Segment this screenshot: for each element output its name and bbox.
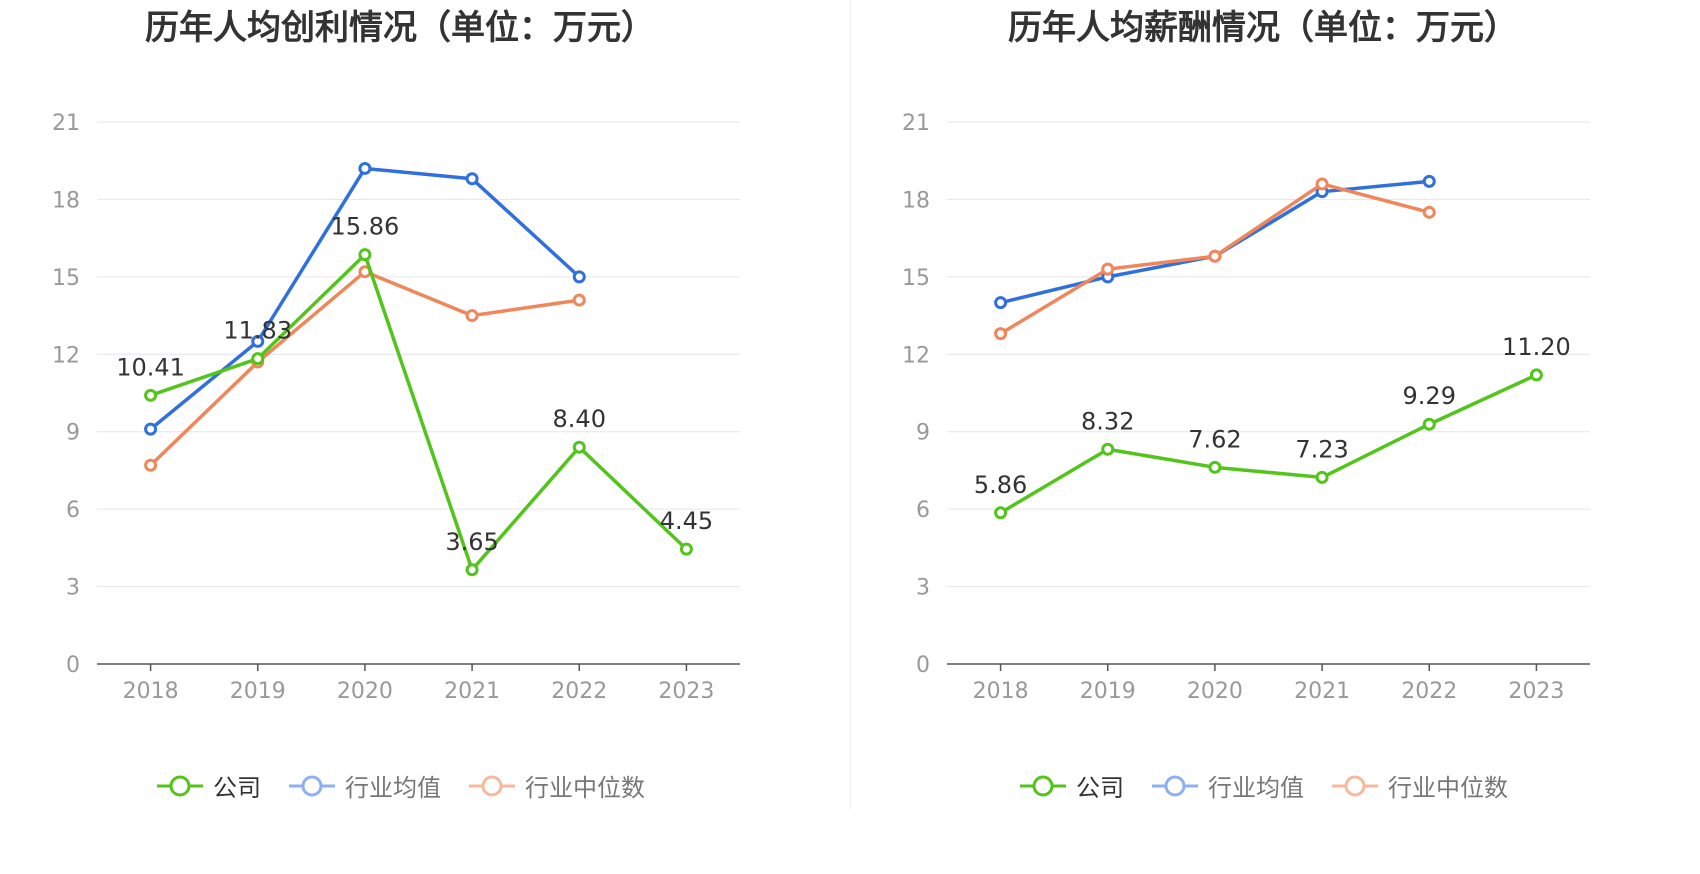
data-label: 3.65 <box>445 528 498 556</box>
x-tick-label: 2020 <box>337 679 393 704</box>
x-tick-label: 2023 <box>658 679 714 704</box>
data-point[interactable] <box>1315 177 1329 191</box>
data-label: 10.41 <box>116 353 185 381</box>
data-label: 7.23 <box>1295 435 1348 463</box>
x-tick-label: 2018 <box>123 679 179 704</box>
y-tick-label: 9 <box>916 421 930 446</box>
legend-item-industry-average[interactable]: 行业均值 <box>287 768 441 803</box>
y-tick-label: 15 <box>52 266 80 291</box>
chart-title: 历年人均薪酬情况（单位：万元） <box>1008 8 1518 48</box>
data-point[interactable] <box>144 422 158 436</box>
legend-item-industry-median[interactable]: 行业中位数 <box>467 768 645 803</box>
legend-line-circle-icon <box>1332 775 1378 796</box>
data-point[interactable] <box>1101 262 1115 276</box>
x-tick-label: 2019 <box>1080 679 1136 704</box>
data-label: 4.45 <box>660 507 713 535</box>
data-label: 11.20 <box>1502 333 1571 361</box>
data-point[interactable] <box>994 327 1008 341</box>
data-point[interactable] <box>572 293 586 307</box>
data-label: 8.32 <box>1081 407 1134 435</box>
data-point[interactable] <box>572 270 586 284</box>
data-point[interactable] <box>144 388 158 402</box>
y-tick-label: 18 <box>902 188 930 213</box>
legend: 公司 行业均值 行业中位数 <box>838 768 1688 803</box>
x-tick-label: 2023 <box>1508 679 1564 704</box>
data-point[interactable] <box>1315 470 1329 484</box>
data-point[interactable] <box>144 458 158 472</box>
data-label: 5.86 <box>974 471 1027 499</box>
data-point[interactable] <box>994 506 1008 520</box>
data-point[interactable] <box>1101 442 1115 456</box>
x-tick-label: 2021 <box>444 679 500 704</box>
y-tick-label: 12 <box>52 343 80 368</box>
x-tick-label: 2021 <box>1294 679 1350 704</box>
legend-item-industry-average[interactable]: 行业均值 <box>1150 768 1304 803</box>
y-tick-label: 21 <box>52 111 80 136</box>
legend-item-company[interactable]: 公司 <box>1018 768 1124 803</box>
y-tick-label: 3 <box>916 576 930 601</box>
x-tick-label: 2019 <box>230 679 286 704</box>
x-tick-label: 2020 <box>1187 679 1243 704</box>
series-line-1 <box>149 166 581 431</box>
data-point[interactable] <box>1422 417 1436 431</box>
legend-label: 行业均值 <box>1208 774 1304 802</box>
legend-label: 公司 <box>1076 774 1124 802</box>
legend-item-industry-median[interactable]: 行业中位数 <box>1330 768 1508 803</box>
series-line-2 <box>149 269 580 467</box>
y-tick-label: 0 <box>66 653 80 678</box>
salary-per-capita-chart: 0 3 6 9 12 15 18 21 2018 2019 2020 2021 2022 2023 5.86… <box>902 111 1590 704</box>
legend-label: 行业中位数 <box>1388 774 1508 802</box>
data-label: 15.86 <box>331 213 400 241</box>
y-tick-label: 6 <box>66 498 80 523</box>
x-tick-label: 2018 <box>973 679 1029 704</box>
legend-line-circle-icon <box>157 775 203 796</box>
data-label: 7.62 <box>1188 425 1241 453</box>
series-line-0 <box>150 252 688 572</box>
legend-line-circle-icon <box>1020 775 1066 796</box>
data-point[interactable] <box>1422 205 1436 219</box>
legend-item-company[interactable]: 公司 <box>155 768 261 803</box>
data-point[interactable] <box>251 352 265 366</box>
data-point[interactable] <box>465 172 479 186</box>
legend-line-circle-icon <box>469 775 515 796</box>
profit-per-capita-panel: 历年人均创利情况（单位：万元） 0 3 6 9 12 15 18 21 2018 2019 2020… <box>0 8 825 803</box>
data-point[interactable] <box>1208 460 1222 474</box>
y-tick-label: 18 <box>52 188 80 213</box>
data-point[interactable] <box>1529 368 1543 382</box>
data-point[interactable] <box>572 440 586 454</box>
x-tick-label: 2022 <box>1401 679 1457 704</box>
panel-divider <box>850 0 851 810</box>
data-point[interactable] <box>1208 249 1222 263</box>
profit-per-capita-chart: 0 3 6 9 12 15 18 21 2018 2019 2020 2021 2022 2023 10.4… <box>52 111 740 704</box>
y-tick-label: 15 <box>902 266 930 291</box>
data-point[interactable] <box>465 563 479 577</box>
data-point[interactable] <box>465 309 479 323</box>
y-tick-label: 6 <box>916 498 930 523</box>
legend-line-circle-icon <box>289 775 335 796</box>
data-point[interactable] <box>251 334 265 348</box>
salary-per-capita-panel: 历年人均薪酬情况（单位：万元） 0 3 6 9 12 15 18 21 2018 2019 2020… <box>850 0 1700 874</box>
y-tick-label: 9 <box>66 421 80 446</box>
chart-title: 历年人均创利情况（单位：万元） <box>145 8 655 48</box>
x-tick-label: 2022 <box>551 679 607 704</box>
data-point[interactable] <box>1422 174 1436 188</box>
legend-label: 行业中位数 <box>525 774 645 802</box>
legend-line-circle-icon <box>1152 775 1198 796</box>
y-tick-label: 3 <box>66 576 80 601</box>
data-label: 9.29 <box>1403 382 1456 410</box>
data-label: 8.40 <box>553 405 606 433</box>
data-point[interactable] <box>994 296 1008 310</box>
series-line-0 <box>999 373 1538 515</box>
y-tick-label: 0 <box>916 653 930 678</box>
data-point[interactable] <box>358 248 372 262</box>
y-tick-label: 12 <box>902 343 930 368</box>
legend-label: 行业均值 <box>345 774 441 802</box>
data-point[interactable] <box>679 542 693 556</box>
data-point[interactable] <box>358 161 372 175</box>
data-label: 11.83 <box>223 317 292 345</box>
legend-label: 公司 <box>213 774 261 802</box>
legend: 公司 行业均值 行业中位数 <box>0 768 825 803</box>
y-tick-label: 21 <box>902 111 930 136</box>
